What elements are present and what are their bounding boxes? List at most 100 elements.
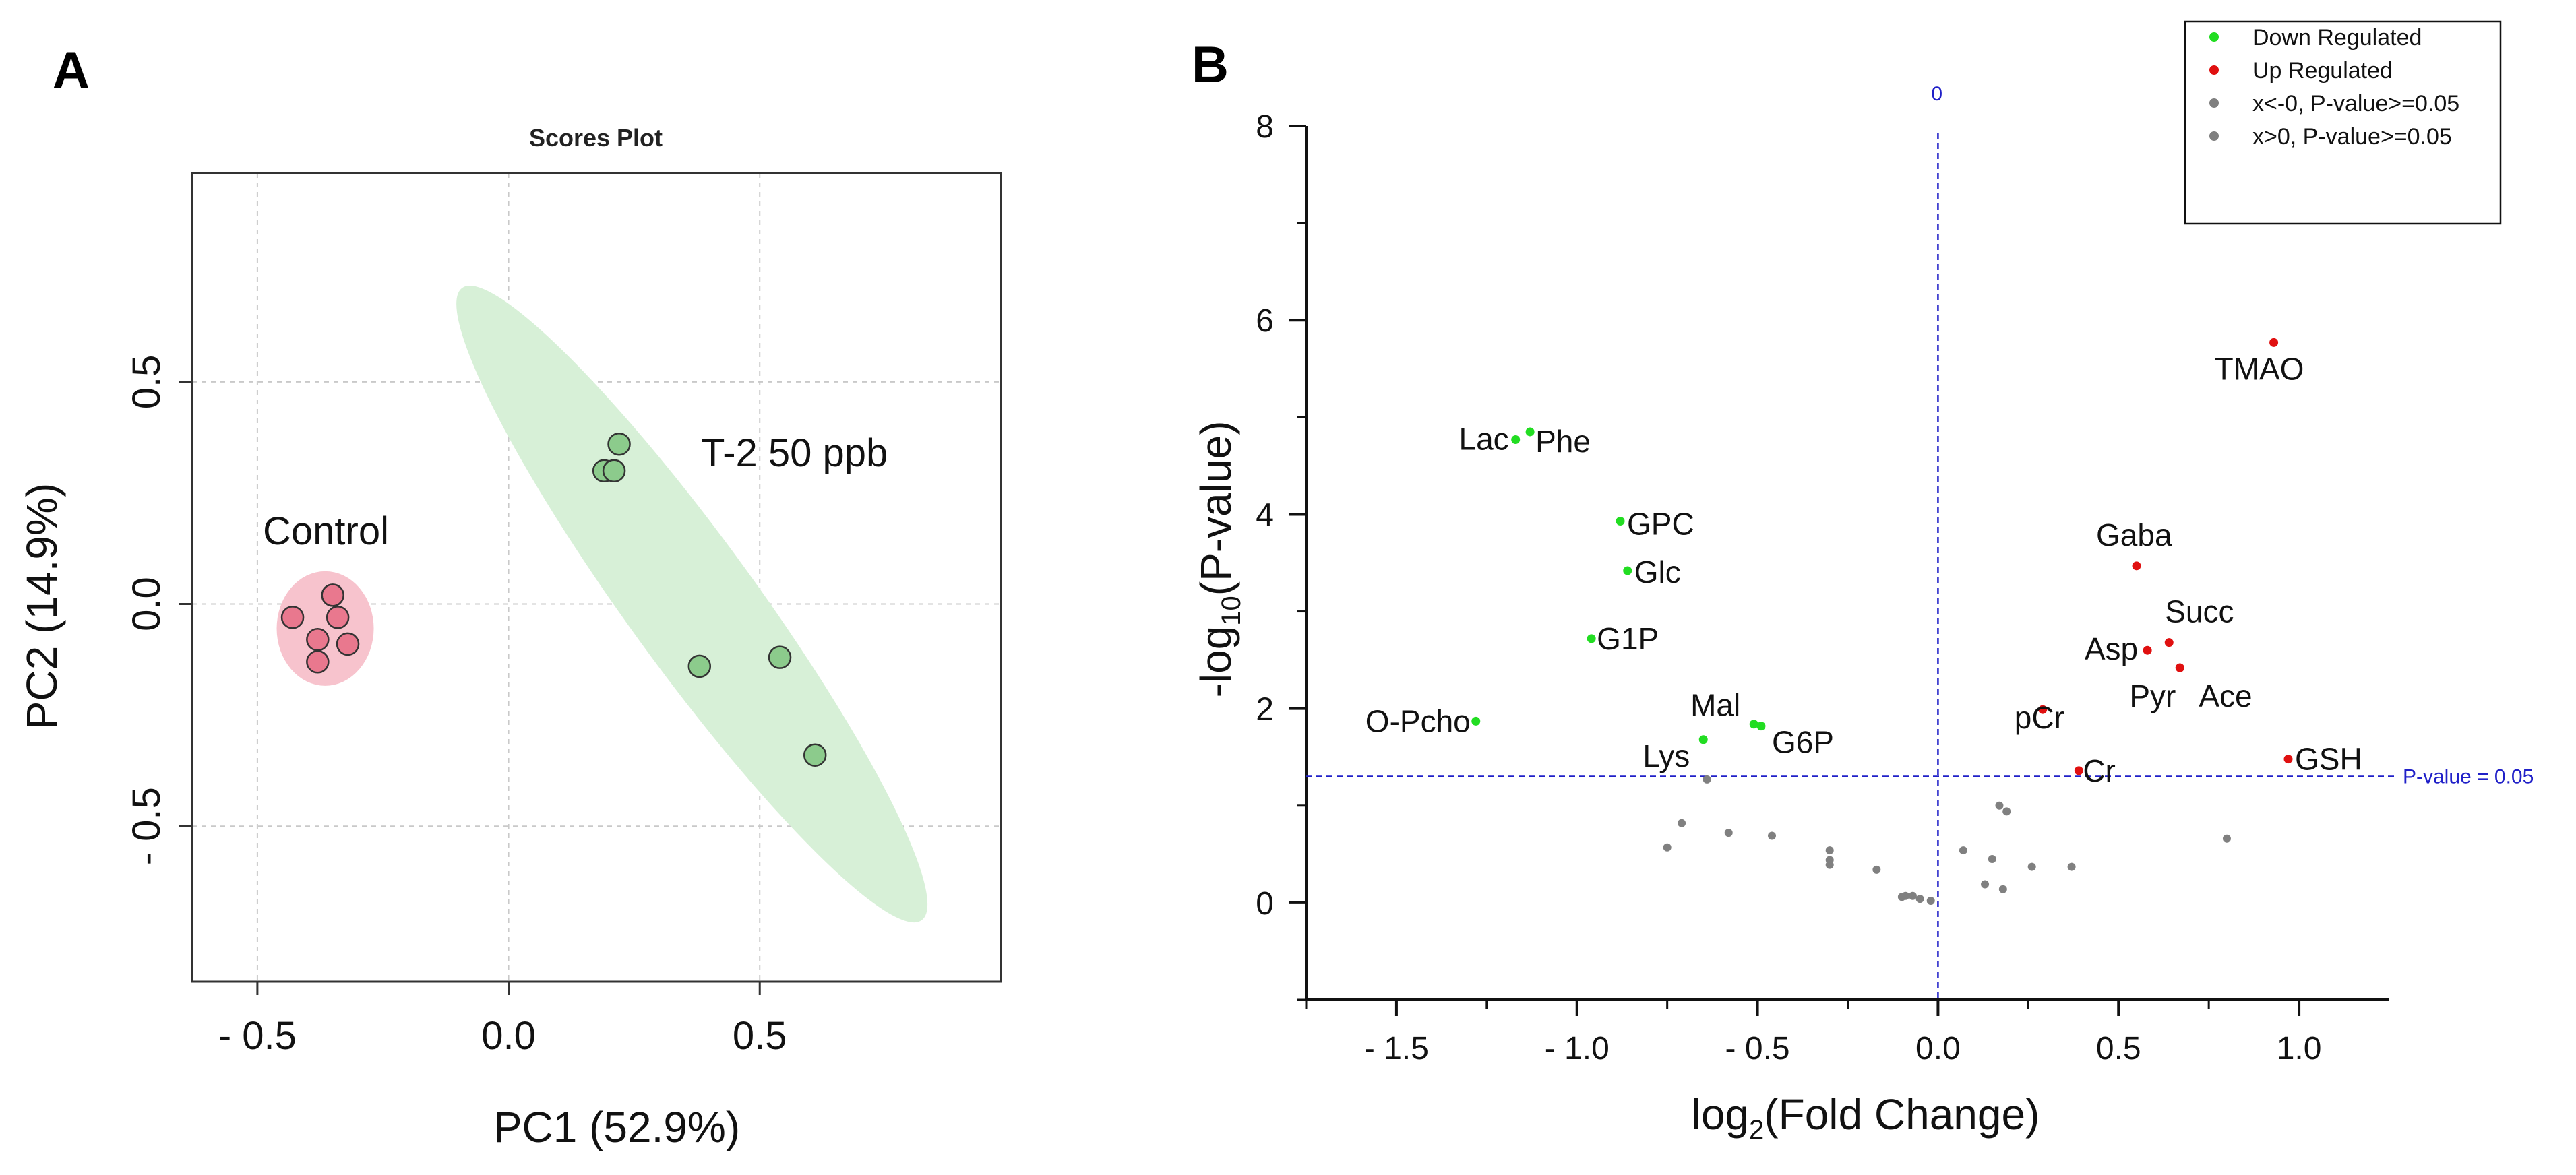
label-o-pcho: O-Pcho xyxy=(1366,703,1471,738)
panel-b-y-axis-title: -log10(P-value) xyxy=(1192,421,1246,698)
a-xtick-label-1: 0.0 xyxy=(481,1014,536,1058)
down-point-g1p xyxy=(1587,634,1596,643)
down-point-glc xyxy=(1623,566,1632,575)
label-tmao: TMAO xyxy=(2215,351,2304,386)
up-point-tmao xyxy=(2269,338,2279,347)
label-gpc: GPC xyxy=(1627,507,1694,542)
a-ytick-label-1: 0.0 xyxy=(125,577,168,631)
control-group-label: Control xyxy=(263,509,389,553)
control-point-0 xyxy=(321,583,344,607)
panel-a-title: Scores Plot xyxy=(529,124,663,152)
ns-neg-point-3 xyxy=(1724,829,1733,837)
ns-neg-point-12 xyxy=(1915,895,1924,903)
legend-box xyxy=(2184,20,2502,225)
up-point-ace xyxy=(2175,663,2184,672)
label-cr: Cr xyxy=(2083,753,2116,788)
label-pcr: pCr xyxy=(2015,700,2064,735)
b-xtick-label-4: 0.5 xyxy=(2096,1031,2141,1067)
legend-marker-down xyxy=(2209,32,2219,42)
threshold-label: P-value = 0.05 xyxy=(2403,766,2534,788)
a-ytick-label-2: 0.5 xyxy=(125,355,168,410)
zero-label: 0 xyxy=(1931,83,1942,105)
label-g6p: G6P xyxy=(1772,725,1834,760)
ns-neg-point-10 xyxy=(1901,891,1910,900)
t2-point-2 xyxy=(602,459,626,483)
label-lys: Lys xyxy=(1643,738,1690,773)
a-xtick-label-0: - 0.5 xyxy=(218,1014,297,1058)
legend-marker-ns-pos xyxy=(2209,131,2219,141)
panel-b-legend: Down Regulated Up Regulated x<-0, P-valu… xyxy=(2184,20,2502,225)
label-ace: Ace xyxy=(2199,678,2252,713)
legend-up-regulated: Up Regulated xyxy=(2252,58,2393,84)
label-phe: Phe xyxy=(1535,424,1591,459)
ns-neg-point-4 xyxy=(1768,831,1777,840)
ns-pos-point-3 xyxy=(1988,855,1996,864)
down-point-o-pcho xyxy=(1471,716,1481,726)
label-gaba: Gaba xyxy=(2096,517,2172,552)
t2-point-0 xyxy=(607,432,631,456)
t2-point-3 xyxy=(687,654,712,678)
ns-neg-point-2 xyxy=(1663,843,1672,852)
down-point-mal xyxy=(1749,720,1758,729)
label-mal: Mal xyxy=(1690,688,1740,723)
ns-pos-point-1 xyxy=(2002,807,2011,816)
ns-pos-point-7 xyxy=(1998,885,2007,893)
down-point-lac xyxy=(1511,435,1521,444)
label-glc: Glc xyxy=(1634,554,1681,590)
down-point-lys xyxy=(1698,735,1708,744)
panel-b-x-axis-title: log2(Fold Change) xyxy=(1692,1090,2040,1145)
up-point-gsh xyxy=(2283,755,2293,764)
control-point-1 xyxy=(280,606,305,629)
b-xtick-label-5: 1.0 xyxy=(2277,1031,2322,1067)
ns-neg-point-0 xyxy=(1703,775,1711,784)
panel-b-reference-lines: P-value = 0.05 0 xyxy=(1306,83,2534,1000)
up-point-succ xyxy=(2164,638,2174,647)
panel-a-plot-frame xyxy=(191,172,1002,983)
control-point-4 xyxy=(336,632,360,656)
up-point-gaba xyxy=(2132,561,2141,571)
ns-neg-point-1 xyxy=(1678,819,1686,827)
panel-b-axes: 0 2 4 6 8 - 1.5 - 1.0 - 0.5 0.0 0.5 1.0 xyxy=(1256,109,2389,1067)
legend-ns-positive: x>0, P-value>=0.05 xyxy=(2252,124,2452,150)
control-ellipse xyxy=(276,571,374,686)
down-point-g6p xyxy=(1756,722,1766,731)
ns-pos-point-4 xyxy=(2027,862,2036,871)
ns-neg-point-5 xyxy=(1825,846,1834,855)
panel-a-letter: A xyxy=(53,42,90,99)
label-succ: Succ xyxy=(2165,594,2234,629)
b-xtick-label-2: - 0.5 xyxy=(1725,1031,1790,1067)
panel-a-x-axis-title: PC1 (52.9%) xyxy=(493,1103,740,1151)
ns-neg-point-11 xyxy=(1908,891,1917,900)
b-ytick-label-0: 0 xyxy=(1256,886,1274,922)
control-point-5 xyxy=(306,650,330,674)
panel-b-volcano-plot: B 0 2 4 6 8 - 1.5 - 1.0 - 0.5 0.0 0.5 1.0 P-value … xyxy=(1192,20,2534,1145)
panel-b-metabolite-labels: Lac Phe GPC Glc G1P O-Pcho Mal G6P Lys TMAO Gaba Su… xyxy=(1366,351,2362,788)
label-lac: Lac xyxy=(1459,421,1509,456)
down-point-gpc xyxy=(1616,517,1625,526)
ns-neg-point-7 xyxy=(1825,860,1834,869)
up-point-pcr xyxy=(2038,705,2048,714)
up-point-cr xyxy=(2074,766,2083,775)
b-ytick-label-1: 2 xyxy=(1256,692,1274,728)
a-xtick-label-2: 0.5 xyxy=(733,1014,787,1058)
panel-a-ticks: - 0.5 0.0 0.5 - 0.5 0.0 0.5 xyxy=(125,355,787,1058)
legend-down-regulated: Down Regulated xyxy=(2252,25,2422,51)
b-ytick-label-3: 6 xyxy=(1256,303,1274,339)
label-g1p: G1P xyxy=(1597,621,1659,656)
legend-ns-negative: x<-0, P-value>=0.05 xyxy=(2252,91,2459,117)
panel-b-letter: B xyxy=(1192,36,1229,94)
up-point-asp xyxy=(2143,645,2152,655)
ns-pos-point-6 xyxy=(1981,880,1990,889)
ns-pos-point-8 xyxy=(2222,834,2231,843)
legend-marker-ns-neg xyxy=(2209,98,2219,108)
b-xtick-label-1: - 1.0 xyxy=(1545,1031,1609,1067)
legend-marker-up xyxy=(2209,65,2219,75)
label-pyr: Pyr xyxy=(2129,678,2176,713)
panel-a-scores-plot: A Scores Plot - 0.5 0.0 0.5 - 0.5 0.0 0.5 Con… xyxy=(18,42,1002,1151)
t2-point-5 xyxy=(803,743,827,767)
ns-pos-point-0 xyxy=(1995,801,2004,810)
t2-group-label: T-2 50 ppb xyxy=(701,431,888,475)
ns-neg-point-8 xyxy=(1872,865,1881,874)
control-point-3 xyxy=(306,628,330,652)
